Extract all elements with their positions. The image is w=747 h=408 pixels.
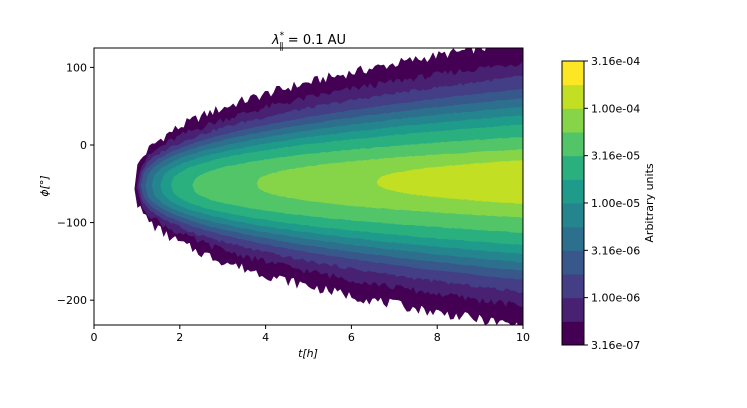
- colorbar-band: [562, 321, 584, 346]
- colorbar-band: [562, 274, 584, 299]
- colorbar-band: [562, 250, 584, 275]
- colorbar-band: [562, 297, 584, 322]
- colorbar-band: [562, 132, 584, 157]
- y-tick-label: −100: [57, 217, 87, 230]
- x-tick-label: 0: [91, 331, 98, 344]
- colorbar-band: [562, 155, 584, 180]
- colorbar-band: [562, 203, 584, 228]
- y-tick-label: −200: [57, 294, 87, 307]
- title-symbol: λ: [271, 33, 280, 48]
- plot-frame: [93, 47, 524, 326]
- x-axis-label: t[h]: [298, 347, 318, 360]
- colorbar-band: [562, 61, 584, 86]
- x-tick-label: 8: [434, 331, 441, 344]
- y-tick-label: 0: [80, 139, 87, 152]
- colorbar-tick-label: 3.16e-06: [591, 244, 640, 257]
- colorbar-tick-label: 1.00e-05: [591, 197, 640, 210]
- colorbar-tick-label: 3.16e-07: [591, 339, 640, 352]
- colorbar-tick-label: 3.16e-05: [591, 150, 640, 163]
- colorbar-band: [562, 108, 584, 133]
- y-axis-label: ϕ[°]: [38, 175, 51, 196]
- title-value: = 0.1 AU: [284, 33, 346, 48]
- title-subscript: ∥: [279, 42, 284, 52]
- y-axis: 100 0 −100 −200: [57, 61, 94, 307]
- x-axis: 0 2 4 6 8 10: [91, 325, 530, 344]
- x-tick-label: 6: [348, 331, 355, 344]
- y-tick-label: 100: [66, 61, 87, 74]
- colorbar-label: Arbitrary units: [643, 163, 656, 243]
- x-tick-label: 4: [262, 331, 269, 344]
- colorbar-tick-label: 1.00e-06: [591, 292, 640, 305]
- colorbar: [562, 61, 584, 346]
- contour-band-11: [376, 160, 523, 205]
- title-superscript: *: [280, 31, 285, 41]
- colorbar-ticks: 3.16e-07 1.00e-06 3.16e-06 1.00e-05 3.16e-05…: [584, 55, 640, 352]
- colorbar-band: [562, 226, 584, 251]
- colorbar-tick-label: 3.16e-04: [591, 55, 640, 68]
- colorbar-tick-label: 1.00e-04: [591, 102, 640, 115]
- x-tick-label: 10: [516, 331, 530, 344]
- contour-plot-area: [134, 48, 523, 325]
- colorbar-band: [562, 179, 584, 204]
- x-tick-label: 2: [176, 331, 183, 344]
- colorbar-band: [562, 84, 584, 109]
- chart-title: λ* ∥ = 0.1 AU: [271, 31, 346, 52]
